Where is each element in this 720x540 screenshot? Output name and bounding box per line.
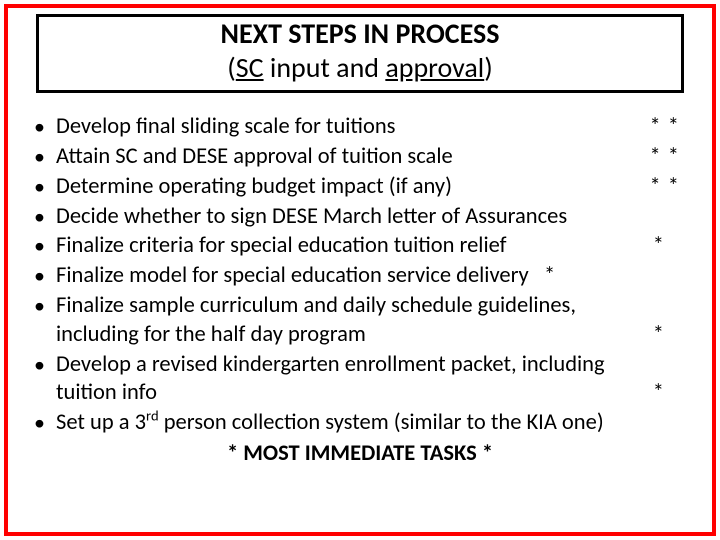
title-box: NEXT STEPS IN PROCESS (SC input and appr… (36, 14, 684, 93)
title-paren-open: ( (227, 50, 236, 85)
title-approval: approval (385, 50, 484, 85)
list-item: Decide whether to sign DESE March letter… (28, 203, 692, 232)
item-text: Develop a revised kindergarten enrollmen… (56, 351, 692, 380)
list-item: Determine operating budget impact (if an… (28, 173, 692, 202)
title-line-2: (SC input and approval) (47, 51, 673, 85)
item-marks: * (653, 321, 692, 350)
item-marks: * (653, 379, 692, 408)
item-text: Attain SC and DESE approval of tuition s… (56, 143, 453, 172)
content-area: Develop final sliding scale for tuitions… (8, 93, 712, 467)
item-marks: * (653, 232, 692, 261)
list-item: Finalize sample curriculum and daily sch… (28, 292, 692, 350)
item-marks: * * (650, 173, 693, 202)
slide-frame: NEXT STEPS IN PROCESS (SC input and appr… (4, 4, 716, 536)
list-item: Finalize model for special education ser… (28, 262, 692, 291)
item-text: Finalize criteria for special education … (56, 232, 507, 261)
footer-note: * MOST IMMEDIATE TASKS * (28, 440, 692, 467)
item-continuation: tuition info (56, 379, 157, 408)
title-line-1: NEXT STEPS IN PROCESS (47, 17, 673, 51)
item-marks: * * (650, 143, 693, 172)
list-item: Develop a revised kindergarten enrollmen… (28, 351, 692, 409)
item-text: Develop final sliding scale for tuitions (56, 113, 395, 142)
bullet-list: Develop final sliding scale for tuitions… (28, 113, 692, 438)
item-text: Decide whether to sign DESE March letter… (56, 203, 567, 230)
item-text: Finalize model for special education ser… (56, 262, 529, 289)
item-text-pre: Set up a 3 (56, 409, 146, 436)
list-item: Attain SC and DESE approval of tuition s… (28, 143, 692, 172)
title-paren-close: ) (484, 50, 493, 85)
item-marks: * * (650, 113, 693, 142)
list-item: Develop final sliding scale for tuitions… (28, 113, 692, 142)
ordinal-superscript: rd (146, 407, 159, 425)
item-text: Determine operating budget impact (if an… (56, 173, 452, 202)
item-text-post: person collection system (similar to the… (159, 409, 604, 436)
item-continuation: including for the half day program (56, 321, 366, 350)
item-marks: * (529, 262, 555, 289)
item-text: Finalize sample curriculum and daily sch… (56, 292, 692, 321)
title-mid: input and (264, 50, 386, 85)
title-sc: SC (236, 50, 264, 85)
list-item: Set up a 3rd person collection system (s… (28, 409, 692, 438)
list-item: Finalize criteria for special education … (28, 232, 692, 261)
